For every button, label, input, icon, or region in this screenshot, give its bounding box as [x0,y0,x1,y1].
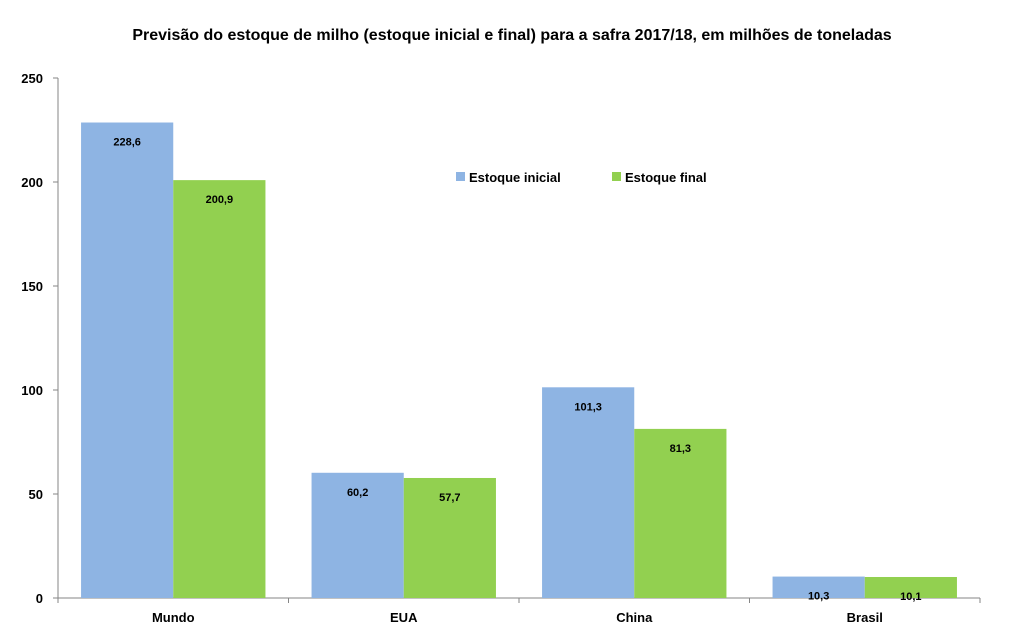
y-tick-label: 200 [21,175,43,190]
legend: Estoque inicial Estoque final [456,170,707,185]
data-label: 60,2 [347,487,368,499]
data-label: 10,3 [808,591,829,603]
bar-estoque-inicial [311,472,404,598]
data-label: 57,7 [439,492,460,504]
y-tick-label: 150 [21,279,43,294]
data-label: 81,3 [670,443,691,455]
data-label: 200,9 [206,194,234,206]
y-tick-label: 100 [21,383,43,398]
x-tick-label: Brasil [847,610,883,625]
x-tick-label: EUA [390,610,418,625]
bar-estoque-inicial [81,122,174,599]
data-label: 10,1 [900,591,921,603]
bar-estoque-final [864,576,957,598]
legend-label: Estoque inicial [469,170,561,185]
chart-title: Previsão do estoque de milho (estoque in… [132,27,891,44]
bars: 228,6 200,9 60,2 57,7 101,3 81,3 10,3 10,1 [81,122,957,603]
y-tick-label: 50 [29,487,43,502]
x-tick-label: China [616,610,653,625]
legend-label: Estoque final [625,170,707,185]
bar-estoque-inicial [542,387,635,598]
x-tick-label: Mundo [152,610,195,625]
bar-estoque-final [403,477,496,598]
y-tick-label: 0 [36,591,43,606]
data-label: 228,6 [113,137,141,149]
bar-estoque-final [173,180,266,599]
bar-estoque-final [634,428,727,598]
legend-swatch [456,172,465,181]
data-label: 101,3 [574,401,602,413]
axes: 0 50 100 150 200 250 Mundo EUA China Brasil [21,71,981,625]
bar-estoque-inicial [772,576,865,598]
y-tick-label: 250 [21,71,43,86]
legend-swatch [612,172,621,181]
